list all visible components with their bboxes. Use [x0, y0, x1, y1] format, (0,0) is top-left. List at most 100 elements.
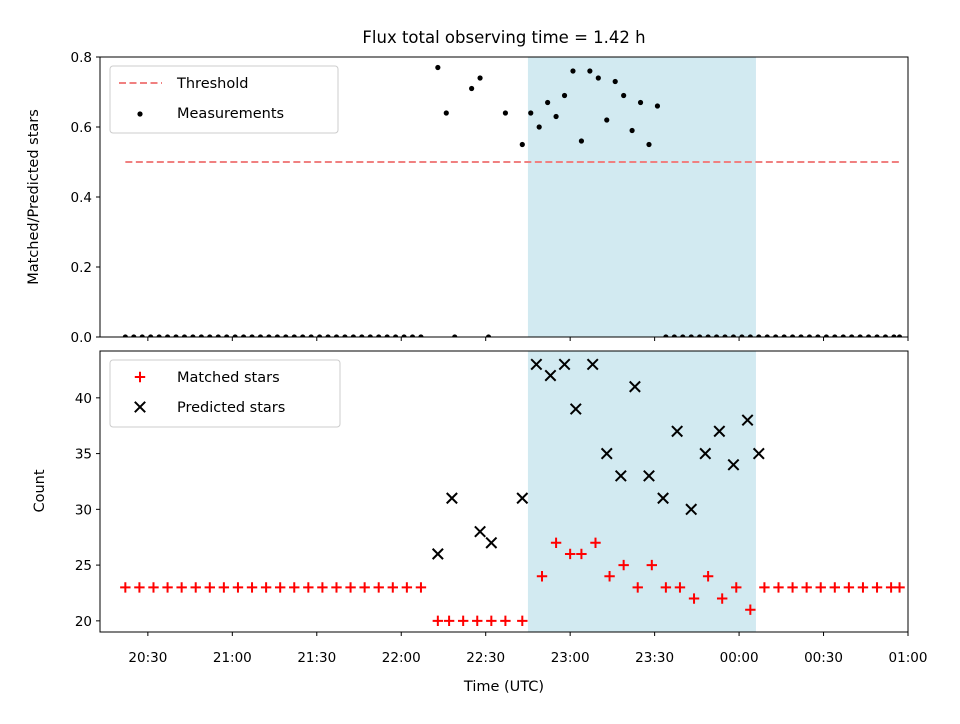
top-series-1-point [570, 68, 576, 74]
top-series-1-point [148, 334, 154, 337]
top-series-1-point [376, 334, 382, 337]
top-series-1-point [789, 334, 796, 337]
top-series-1-point [249, 334, 255, 337]
top-series-1 [122, 64, 903, 337]
top-series-1-point [713, 334, 720, 337]
top-legend: Threshold Measurements [109, 65, 339, 134]
bottom-series-1-point [260, 582, 272, 593]
top-series-1-point [181, 334, 188, 337]
bottom-series-1-point [536, 571, 548, 582]
bottom-series-1-point [317, 582, 328, 593]
bottom-legend: Matched stars Predicted stars [109, 359, 341, 428]
bottom-series-2-point [657, 492, 669, 505]
legend-marker-1 [134, 371, 146, 383]
bottom-series-1-point [871, 582, 883, 593]
bottom-series-1-point [246, 582, 258, 593]
top-series-1-point [747, 334, 753, 337]
x-tick-label: 20:30 [128, 650, 167, 666]
top-panel: 0.0 0.2 0.4 0.6 0.8 Threshold Measurements [71, 50, 909, 346]
top-series-1-point [122, 334, 128, 337]
bottom-series-1-point [432, 615, 444, 627]
bottom-legend-box [109, 359, 341, 428]
top-y-tick-label: 0.2 [71, 260, 92, 276]
bottom-y-tick-label: 40 [75, 391, 92, 407]
bottom-series-2-point [586, 358, 599, 371]
top-series-1-point [806, 334, 813, 337]
bottom-series-2-point [629, 380, 641, 393]
bottom-series-1-point [604, 571, 615, 582]
top-series-1-point [409, 334, 416, 337]
bottom-panel: 20 25 30 35 40 20:30 21:00 21:30 22:00 22:30 23:00… [75, 350, 927, 666]
bottom-series-2-point [516, 492, 529, 505]
top-series-1-point [654, 103, 661, 109]
top-series-1-point [198, 334, 204, 337]
bottom-series-2 [431, 358, 765, 560]
top-legend-box [109, 65, 339, 134]
bottom-series-1-point [443, 615, 455, 627]
top-series-1-point [333, 334, 340, 337]
top-series-1-point [300, 334, 306, 337]
top-series-1-point [604, 117, 610, 123]
bottom-series-1-point [457, 615, 469, 627]
bottom-series-1-point [190, 582, 201, 593]
top-y-axis-label: Matched/Predicted stars [26, 109, 42, 285]
top-series-1-point [612, 78, 618, 85]
bottom-series-1-point [787, 582, 798, 593]
top-series-1-point [156, 334, 162, 337]
bottom-series-1-point [218, 582, 230, 593]
top-series-1-point [325, 334, 331, 337]
bottom-series-1-point [120, 582, 131, 593]
bottom-series-1-point [232, 582, 244, 593]
legend-label-2: Predicted stars [177, 400, 285, 416]
top-series-1-point [764, 334, 770, 337]
bottom-series-1-point [759, 582, 770, 593]
top-series-1-point [587, 68, 593, 74]
top-series-1-point [730, 334, 737, 337]
bottom-series-2-point [699, 447, 712, 460]
bottom-y-tick-label: 20 [75, 614, 92, 630]
top-series-1-point [485, 334, 492, 337]
top-series-1-point [393, 334, 399, 337]
top-series-1-point [384, 334, 390, 337]
bottom-series-1-point [731, 582, 742, 593]
x-tick-label: 00:00 [720, 650, 759, 666]
bottom-series-1-point [564, 548, 576, 560]
top-series-1-point [359, 334, 365, 337]
top-series-1-point [452, 334, 458, 337]
top-series-1-point [663, 334, 669, 337]
x-tick-label: 22:00 [382, 650, 421, 666]
top-series-1-point [671, 334, 677, 337]
x-tick-label: 21:30 [297, 650, 336, 666]
top-series-1-point [688, 334, 694, 337]
top-series-1-point [823, 334, 829, 337]
top-series-1-point [646, 141, 652, 148]
top-series-1-point [773, 334, 779, 337]
bottom-series-1-point [387, 582, 398, 593]
x-tick-label: 22:30 [466, 650, 505, 666]
bottom-series-1-point [632, 582, 643, 593]
top-series-1-point [832, 334, 838, 337]
top-series-1-point [553, 113, 559, 120]
bottom-series-1-point [773, 582, 784, 593]
top-series-1-point [173, 334, 179, 337]
top-series-1-point [798, 334, 804, 337]
bottom-series-2-point [530, 358, 543, 371]
bottom-series-2-point [431, 548, 444, 560]
top-series-1-point [896, 334, 903, 337]
top-series-1-point [316, 334, 323, 337]
bottom-y-tick-label: 25 [75, 558, 92, 574]
chart-title: Flux total observing time = 1.42 h [362, 28, 645, 47]
bottom-series-1-point [688, 593, 700, 604]
bottom-series-1-point [618, 559, 629, 571]
top-series-1-point [342, 334, 348, 337]
bottom-series-1-point [660, 582, 672, 593]
bottom-series-2-point [741, 414, 754, 427]
bottom-series-1-point [702, 571, 714, 582]
bottom-series-1-point [303, 582, 314, 593]
top-y-tick-label: 0.0 [71, 330, 92, 346]
bottom-series-2-point [474, 525, 486, 538]
x-tick-label: 23:00 [551, 650, 590, 666]
top-series-1-point [705, 334, 711, 337]
top-series-1-point [308, 334, 314, 337]
